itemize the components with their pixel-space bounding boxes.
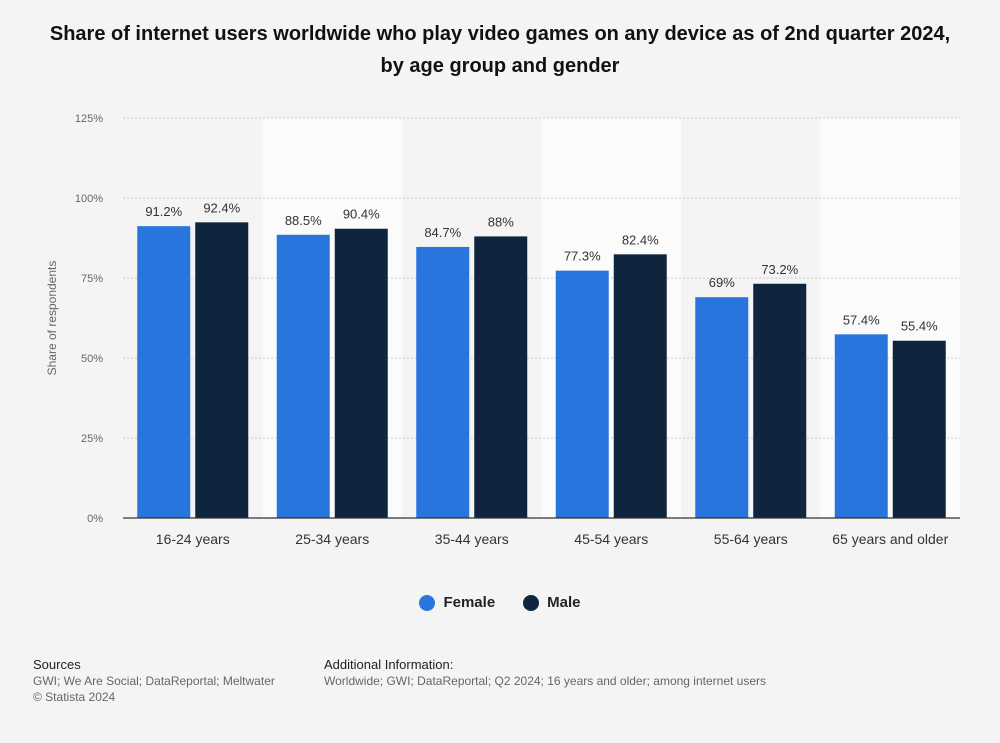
data-label: 77.3%: [564, 249, 601, 264]
bar-male: [753, 283, 807, 518]
data-label: 92.4%: [203, 200, 240, 215]
y-axis-title: Share of respondents: [45, 261, 59, 376]
bar-male: [892, 340, 946, 518]
bar-male: [334, 228, 388, 518]
copyright-text: © Statista 2024: [33, 690, 116, 704]
legend-swatch-male: [523, 594, 540, 611]
bar-male: [474, 236, 528, 518]
bar-chart: 0% 25% 50% 75% 100% 125% Share of respondents 9…: [45, 113, 960, 547]
data-label: 57.4%: [843, 312, 880, 327]
y-tick-label: 50%: [81, 353, 103, 365]
data-label: 73.2%: [761, 262, 798, 277]
y-tick-label: 125%: [75, 113, 103, 125]
sources-heading: Sources: [33, 657, 81, 672]
additional-info-text: Worldwide; GWI; DataReportal; Q2 2024; 1…: [324, 674, 767, 688]
data-label: 91.2%: [145, 204, 182, 219]
x-tick-label: 25-34 years: [295, 531, 369, 547]
y-tick-label: 100%: [75, 193, 103, 205]
bar-female: [416, 246, 470, 518]
bar-female: [834, 334, 888, 518]
legend-swatch-female: [419, 594, 436, 611]
legend: Female Male: [0, 594, 1000, 611]
sources-text[interactable]: GWI; We Are Social; DataReportal; Meltwa…: [33, 674, 275, 688]
data-label: 84.7%: [424, 225, 461, 240]
bar-female: [276, 234, 330, 519]
data-label: 69%: [709, 275, 735, 290]
x-tick-label: 65 years and older: [832, 531, 948, 547]
x-tick-label: 16-24 years: [156, 531, 230, 547]
legend-label-female: Female: [443, 594, 496, 611]
y-tick-label: 75%: [81, 273, 103, 285]
x-tick-label: 45-54 years: [574, 531, 648, 547]
bar-female: [137, 226, 191, 518]
x-tick-label: 55-64 years: [714, 531, 788, 547]
sources-block: Sources GWI; We Are Social; DataReportal…: [33, 657, 275, 705]
bar-male: [195, 222, 249, 518]
legend-label-male: Male: [547, 594, 581, 611]
y-tick-label: 0%: [87, 513, 103, 525]
data-label: 55.4%: [901, 319, 938, 334]
data-label: 88%: [488, 214, 514, 229]
chart-title: Share of internet users worldwide who pl…: [49, 23, 951, 77]
y-tick-label: 25%: [81, 433, 103, 445]
bar-female: [695, 297, 749, 518]
x-tick-label: 35-44 years: [435, 531, 509, 547]
additional-info-block: Additional Information: Worldwide; GWI; …: [324, 657, 766, 689]
legend-item-male[interactable]: Male: [523, 594, 581, 611]
data-label: 82.4%: [622, 232, 659, 247]
data-label: 90.4%: [343, 207, 380, 222]
bar-female: [555, 270, 609, 518]
legend-item-female[interactable]: Female: [419, 594, 495, 611]
data-label: 88.5%: [285, 213, 322, 228]
additional-info-heading: Additional Information:: [324, 657, 454, 672]
bar-male: [613, 254, 667, 518]
